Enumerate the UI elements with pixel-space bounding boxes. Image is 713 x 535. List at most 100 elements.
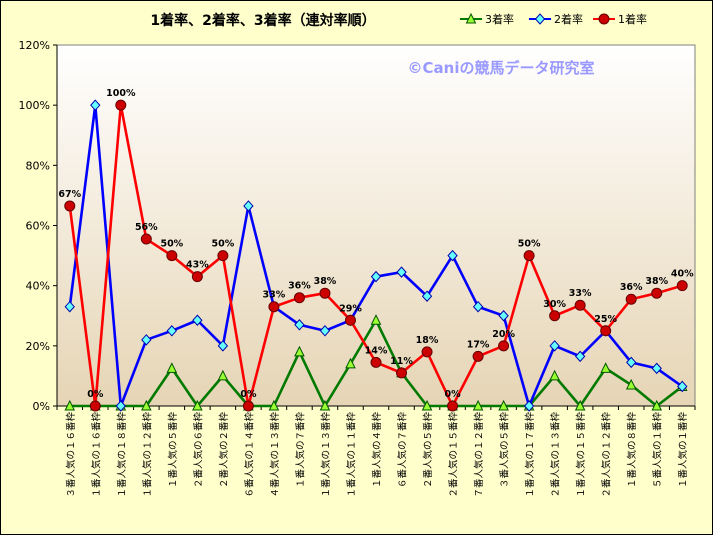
y-axis: 0% 20% 40% 60% 80% 100% 120% (19, 39, 58, 413)
x-tick-label: １番人気の４番枠 (371, 412, 383, 489)
point-marker (651, 287, 663, 299)
point-marker (625, 293, 637, 305)
point-marker (268, 399, 280, 411)
legend-label: 3着率 (485, 12, 514, 26)
data-label: 67% (58, 189, 81, 200)
point-marker (396, 367, 408, 379)
point-marker (166, 250, 178, 262)
legend: 3着率 2着率 1着率 (460, 12, 647, 26)
point-marker (64, 300, 75, 313)
point-marker (268, 301, 280, 313)
x-tick-label: ３番人気の５番枠 (499, 412, 511, 489)
point-marker (626, 356, 637, 369)
point-marker (319, 287, 331, 299)
point-marker (192, 314, 203, 327)
point-marker (421, 290, 433, 302)
point-marker (421, 346, 433, 358)
data-label: 36% (620, 282, 643, 293)
point-marker (523, 400, 535, 412)
point-marker (534, 13, 546, 25)
point-marker (574, 350, 586, 363)
data-label: 43% (186, 260, 209, 271)
point-marker (370, 356, 382, 368)
point-marker (600, 362, 611, 373)
legend-label: 1着率 (618, 12, 647, 26)
data-label: 50% (518, 239, 541, 250)
x-tick-label: １番人気の１５番枠 (575, 412, 587, 498)
x-tick-label: １番人気の７番枠 (294, 412, 306, 489)
x-tick-label: １番人気の１６番枠 (90, 412, 102, 498)
chart-title: 1着率、2着率、3着率（連対率順） (150, 12, 375, 29)
point-marker (243, 200, 254, 212)
point-marker (319, 325, 331, 337)
y-tick-label: 80% (26, 159, 50, 172)
point-marker (523, 250, 535, 262)
x-tick-label: １番人気の１７番枠 (524, 412, 536, 498)
data-label: 29% (339, 303, 362, 314)
point-marker (115, 99, 127, 111)
point-marker (192, 399, 203, 411)
x-tick-label: １番人気の１３番枠 (320, 412, 332, 498)
point-marker (141, 334, 152, 346)
series-layer (64, 99, 688, 412)
point-marker (498, 310, 509, 322)
data-label: 40% (671, 269, 694, 280)
point-marker (294, 345, 305, 357)
point-marker (217, 369, 229, 381)
point-marker (549, 340, 560, 352)
point-marker (472, 399, 484, 411)
point-marker (166, 325, 178, 337)
point-marker (64, 399, 76, 411)
y-tick-label: 0% (33, 400, 50, 413)
point-marker (370, 314, 382, 325)
point-marker (677, 380, 688, 393)
point-marker (217, 250, 229, 262)
data-label: 36% (288, 281, 311, 292)
watermark-text: ©Caniの競馬データ研究室 (408, 59, 595, 77)
x-tick-label: ２番人気の１５番枠 (448, 412, 460, 498)
point-marker (600, 325, 612, 337)
data-label: 0% (444, 389, 461, 400)
point-marker (115, 400, 126, 412)
data-label: 33% (569, 288, 592, 299)
point-marker (472, 350, 484, 362)
x-tick-label: ２番人気の１２番枠 (601, 412, 613, 498)
data-label: 14% (365, 345, 388, 356)
x-tick-label: １番人気の５番枠 (167, 412, 179, 489)
data-label: 17% (467, 339, 490, 350)
x-tick-label: １番人気の１８番枠 (116, 412, 128, 498)
point-marker (651, 399, 663, 411)
x-tick-label: ５番人気の１番枠 (652, 412, 664, 489)
x-tick-label: ７番人気の１２番枠 (473, 412, 485, 498)
x-tick-label: ６番人気の１４番枠 (243, 412, 255, 498)
point-marker (293, 292, 305, 304)
legend-label: 2着率 (554, 12, 583, 26)
data-label: 50% (160, 239, 183, 250)
y-tick-label: 60% (26, 220, 50, 233)
x-tick-label: １番人気の８番枠 (626, 412, 638, 489)
x-tick-label: ２番人気の１３番枠 (550, 412, 562, 498)
data-label: 11% (390, 356, 413, 367)
data-label: 56% (135, 222, 158, 233)
point-marker (549, 369, 560, 381)
point-marker (465, 12, 477, 24)
x-tick-label: １番人気の１２番枠 (141, 412, 153, 498)
point-marker (294, 319, 305, 331)
x-tick-label: １番人気の１１番枠 (345, 412, 357, 498)
point-marker (574, 299, 586, 311)
point-marker (345, 357, 356, 369)
data-label: 38% (645, 276, 668, 287)
plot-area (56, 44, 696, 407)
point-marker (370, 270, 382, 283)
point-marker (344, 314, 356, 326)
point-marker (447, 400, 459, 412)
point-marker (319, 399, 331, 411)
point-marker (574, 399, 586, 411)
y-tick-label: 100% (19, 99, 50, 112)
data-label: 0% (240, 389, 257, 400)
x-tick-label: ２番人気の２番枠 (218, 412, 230, 489)
point-marker (396, 266, 407, 278)
x-tick-label: ４番人気の１３番枠 (269, 412, 281, 498)
